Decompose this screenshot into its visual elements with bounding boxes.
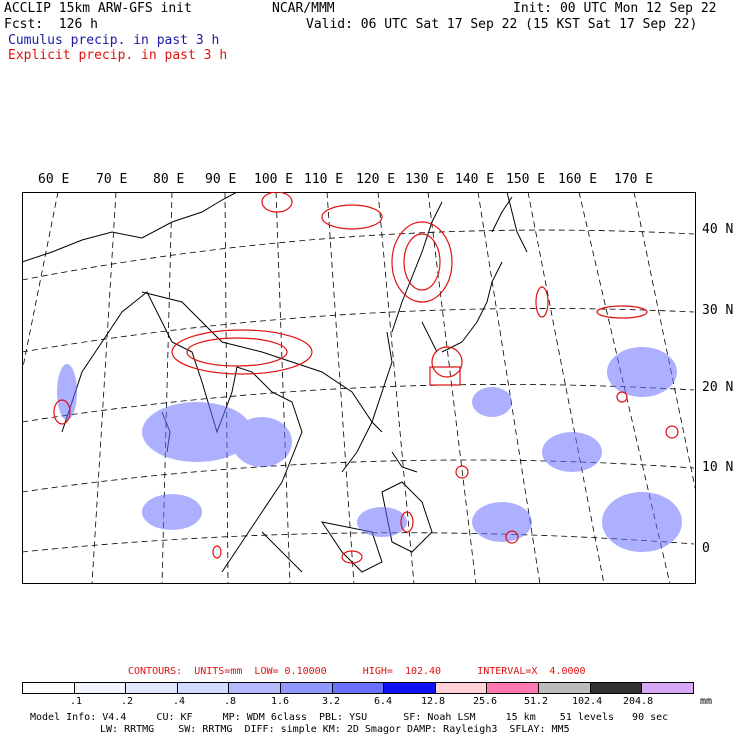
scale-swatch — [281, 683, 333, 693]
explicit-label: Explicit precip. in past 3 h — [8, 48, 228, 63]
lat-label: 10 N — [702, 460, 734, 475]
contours-info: CONTOURS: UNITS=mm LOW= 0.10000 HIGH= 10… — [128, 666, 586, 677]
lon-label: 120 E — [356, 172, 396, 187]
scale-swatch — [539, 683, 591, 693]
scale-swatch — [487, 683, 540, 693]
model-info-line1: Model Info: V4.4 CU: KF MP: WDM 6class P… — [30, 712, 669, 723]
lon-label: 80 E — [153, 172, 185, 187]
scale-swatch — [126, 683, 178, 693]
model-title: ACCLIP 15km ARW-GFS init — [4, 1, 192, 16]
scale-swatch — [642, 683, 693, 693]
scale-tick: 6.4 — [374, 696, 393, 707]
scale-tick: .8 — [224, 696, 237, 707]
lon-label: 160 E — [558, 172, 598, 187]
coastlines — [22, 192, 528, 573]
scale-swatch — [23, 683, 75, 693]
scale-tick: 204.8 — [623, 696, 654, 707]
cumulus-label: Cumulus precip. in past 3 h — [8, 33, 220, 48]
lon-label: 60 E — [38, 172, 70, 187]
cumulus-precip-areas — [57, 347, 682, 552]
lon-label: 130 E — [405, 172, 445, 187]
scale-tick: 1.6 — [271, 696, 290, 707]
scale-swatch — [332, 683, 385, 693]
scale-tick: .1 — [70, 696, 83, 707]
explicit-precip-contours — [53, 192, 679, 564]
lon-label: 100 E — [254, 172, 294, 187]
scale-swatch — [590, 683, 643, 693]
lat-label: 0 — [702, 541, 710, 556]
scale-unit: mm — [700, 696, 713, 707]
lon-label: 140 E — [455, 172, 495, 187]
color-scale-bar — [22, 682, 694, 694]
scale-tick: .2 — [121, 696, 134, 707]
model-info-line2: LW: RRTMG SW: RRTMG DIFF: simple KM: 2D … — [100, 724, 570, 735]
lon-label: 170 E — [614, 172, 654, 187]
scale-swatch — [435, 683, 488, 693]
lon-label: 110 E — [304, 172, 344, 187]
forecast-hour: Fcst: 126 h — [4, 17, 98, 32]
graticule — [22, 192, 696, 584]
precipitation-map — [22, 192, 696, 584]
lon-label: 150 E — [506, 172, 546, 187]
scale-tick: .4 — [173, 696, 186, 707]
lat-label: 20 N — [702, 380, 734, 395]
scale-swatch — [177, 683, 230, 693]
lon-label: 70 E — [96, 172, 128, 187]
scale-swatch — [74, 683, 127, 693]
scale-tick: 25.6 — [473, 696, 498, 707]
scale-tick: 12.8 — [421, 696, 446, 707]
scale-tick: 3.2 — [322, 696, 341, 707]
scale-tick: 51.2 — [524, 696, 549, 707]
valid-time: Valid: 06 UTC Sat 17 Sep 22 (15 KST Sat … — [306, 17, 698, 32]
scale-swatch — [384, 683, 436, 693]
org-label: NCAR/MMM — [272, 1, 335, 16]
lon-label: 90 E — [205, 172, 237, 187]
scale-tick: 102.4 — [572, 696, 603, 707]
lat-label: 40 N — [702, 222, 734, 237]
lat-label: 30 N — [702, 303, 734, 318]
init-time: Init: 00 UTC Mon 12 Sep 22 — [513, 1, 717, 16]
scale-swatch — [229, 683, 282, 693]
